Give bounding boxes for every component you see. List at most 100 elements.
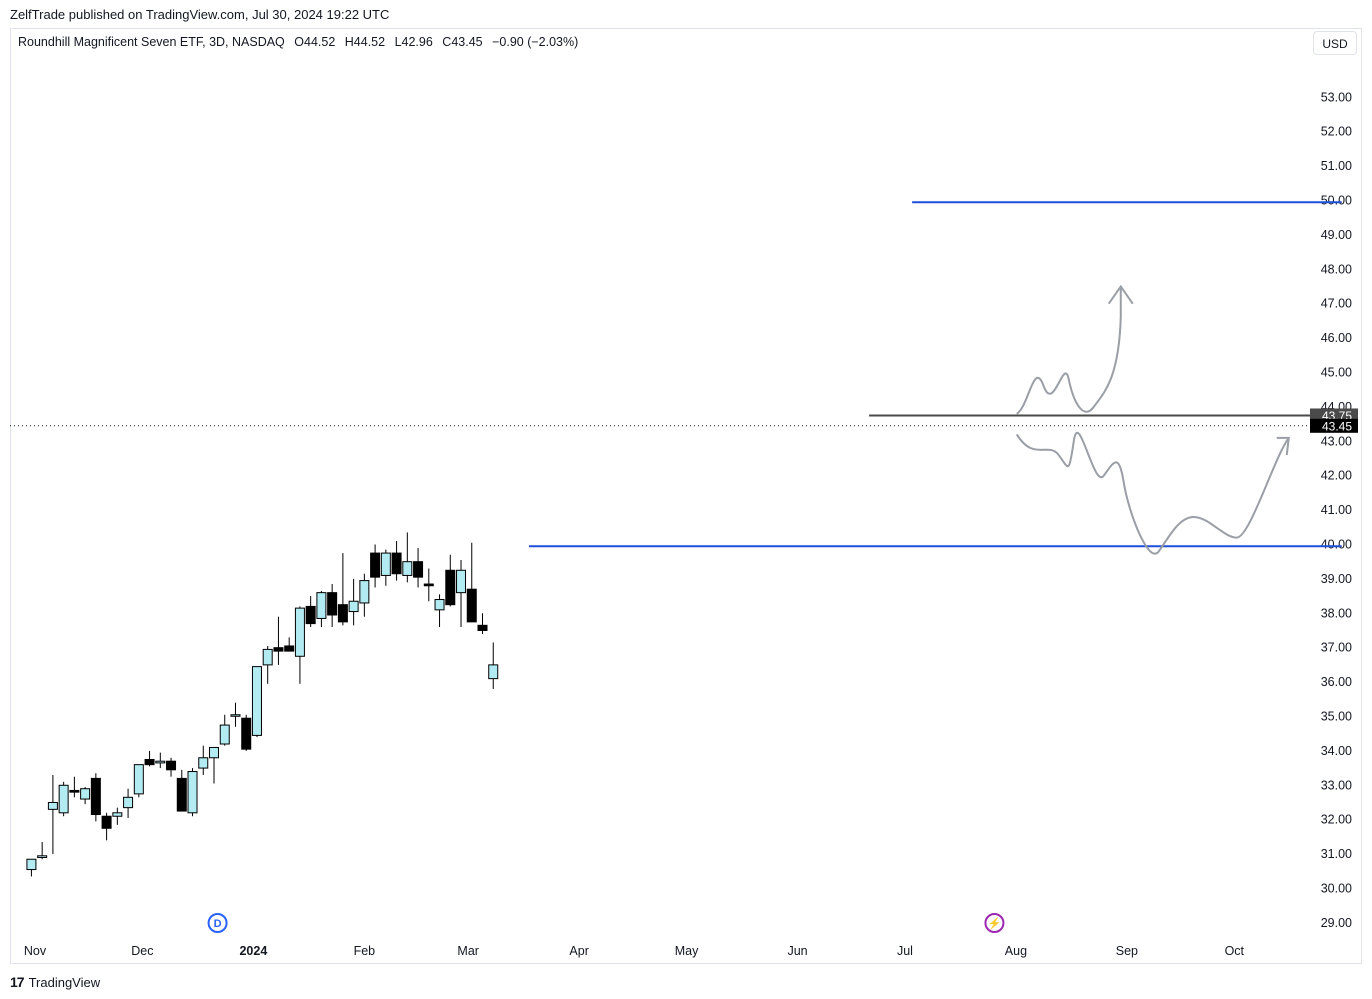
y-tick-label: 43.00 [1321, 434, 1352, 448]
footer: 17 TradingView [10, 974, 100, 990]
y-tick-label: 50.00 [1321, 193, 1352, 207]
price-label: 43.45 [1322, 419, 1352, 433]
x-month-label: May [675, 944, 699, 958]
x-month-label: Jun [787, 944, 807, 958]
candle-up [37, 855, 48, 859]
candle-down [284, 645, 295, 652]
candle-down [144, 758, 155, 766]
arrow-right-icon [1276, 436, 1290, 456]
candle-down [327, 592, 338, 616]
y-tick-label: 39.00 [1321, 572, 1352, 586]
y-tick-label: 48.00 [1321, 262, 1352, 276]
tradingview-logo-icon: 17 [10, 974, 25, 990]
symbol-legend: Roundhill Magnificent Seven ETF, 3D, NAS… [18, 35, 584, 49]
y-tick-label: 49.00 [1321, 228, 1352, 242]
candle-up [26, 858, 37, 871]
candle-down [69, 789, 80, 793]
y-tick-label: 33.00 [1321, 778, 1352, 792]
legend-low: L42.96 [394, 35, 433, 49]
candle-up [316, 592, 327, 619]
y-tick-label: 42.00 [1321, 469, 1352, 483]
earnings-marker-icon [984, 913, 1005, 933]
candle-up [262, 648, 273, 666]
x-month-label: Nov [24, 944, 47, 958]
x-month-label: Mar [457, 944, 479, 958]
candle-up [456, 569, 467, 594]
y-tick-label: 40.00 [1321, 537, 1352, 551]
candle-up [58, 784, 69, 814]
y-tick-label: 31.00 [1321, 847, 1352, 861]
y-tick-label: 46.00 [1321, 331, 1352, 345]
y-tick-label: 51.00 [1321, 159, 1352, 173]
candle-up [80, 788, 91, 800]
candle-up [133, 764, 144, 795]
x-month-label: Aug [1005, 944, 1027, 958]
candle-down [176, 777, 187, 812]
candle-up [112, 812, 123, 817]
y-tick-label: 34.00 [1321, 744, 1352, 758]
candle-up [230, 714, 241, 717]
currency-button[interactable]: USD [1313, 31, 1357, 55]
candle-down [413, 561, 424, 578]
y-tick-label: 29.00 [1321, 916, 1352, 930]
candle-up [402, 561, 413, 576]
candle-up [47, 801, 58, 810]
candle-down [305, 605, 316, 625]
x-month-label: Sep [1116, 944, 1138, 958]
dividend-marker-label: D [214, 918, 222, 930]
y-tick-label: 32.00 [1321, 813, 1352, 827]
candle-down [101, 815, 112, 829]
candle-up [198, 757, 209, 769]
y-tick-label: 53.00 [1321, 90, 1352, 104]
legend-close: C43.45 [442, 35, 483, 49]
candle-down [166, 760, 177, 771]
legend-symbol: Roundhill Magnificent Seven ETF, 3D, NAS… [18, 35, 285, 49]
candle-up [294, 607, 305, 657]
candle-up [348, 600, 359, 613]
candle-down [90, 777, 101, 816]
bullish-projection-path [1016, 286, 1122, 415]
candle-up [219, 724, 230, 745]
candle-up [123, 796, 134, 809]
x-month-label: Dec [131, 944, 153, 958]
y-tick-label: 41.00 [1321, 503, 1352, 517]
candle-up [209, 746, 219, 759]
candle-down [391, 552, 402, 575]
x-month-label: Apr [569, 944, 588, 958]
candle-down [241, 717, 252, 750]
y-tick-label: 47.00 [1321, 297, 1352, 311]
y-tick-label: 37.00 [1321, 641, 1352, 655]
legend-change: −0.90 (−2.03%) [492, 35, 579, 49]
candle-down [370, 552, 381, 578]
y-tick-label: 52.00 [1321, 125, 1352, 139]
chart-frame [10, 28, 1362, 964]
x-month-label: Oct [1225, 944, 1245, 958]
earnings-marker-label: ⚡ [988, 917, 1002, 930]
y-tick-label: 35.00 [1321, 709, 1352, 723]
x-month-label: 2024 [239, 944, 267, 958]
y-tick-label: 38.00 [1321, 606, 1352, 620]
candle-down [466, 588, 477, 623]
candle-up [187, 771, 198, 814]
arrow-up-icon [1107, 284, 1134, 305]
candle-up [488, 664, 499, 680]
legend-high: H44.52 [344, 35, 386, 49]
candle-down [445, 569, 456, 606]
candle-down [273, 647, 284, 652]
candle-down [423, 583, 434, 587]
dividend-marker-icon [207, 913, 228, 933]
x-month-label: Feb [354, 944, 376, 958]
legend-open: O44.52 [294, 35, 336, 49]
price-label-box [1310, 418, 1358, 433]
candle-up [434, 599, 445, 611]
bearish-projection-path [1015, 431, 1290, 555]
tradingview-brand[interactable]: TradingView [28, 974, 101, 990]
y-tick-label: 36.00 [1321, 675, 1352, 689]
y-tick-label: 45.00 [1321, 365, 1352, 379]
x-month-label: Jul [897, 944, 913, 958]
candle-down [477, 624, 488, 631]
y-tick-label: 30.00 [1321, 881, 1352, 895]
published-line: ZelfTrade published on TradingView.com, … [10, 7, 390, 22]
candle-up [251, 666, 262, 736]
